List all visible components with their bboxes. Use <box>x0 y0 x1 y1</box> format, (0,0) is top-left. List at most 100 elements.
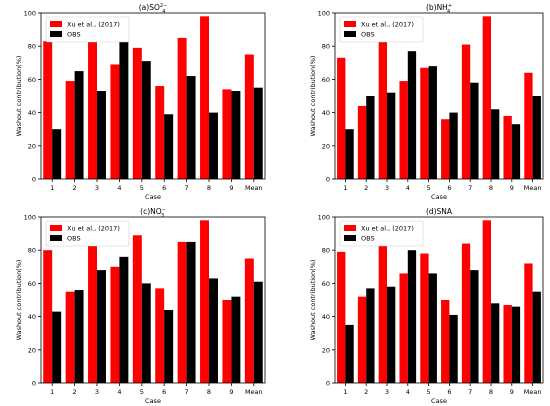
x-tick-label: 8 <box>489 388 493 396</box>
bar-obs-9 <box>511 124 521 179</box>
legend-label-obs: OBS <box>67 31 81 39</box>
x-tick-label: 2 <box>73 184 77 192</box>
y-tick-label: 20 <box>322 142 330 150</box>
legend-swatch-obs <box>344 31 356 37</box>
bar-obs-1 <box>345 129 354 179</box>
legend-swatch-obs <box>50 235 62 241</box>
bar-obs-6 <box>449 314 458 383</box>
y-axis-label: Washout contribution(%) <box>15 260 23 341</box>
legend-label-obs: OBS <box>67 235 81 243</box>
legend: Xu et al., (2017) OBS <box>45 16 130 43</box>
y-tick-label: 100 <box>24 214 36 222</box>
bar-obs-9 <box>231 91 241 179</box>
x-tick-label: Mean <box>524 184 542 192</box>
bar-model-1 <box>337 251 346 383</box>
bar-obs-mean <box>253 281 263 383</box>
x-tick-label: 7 <box>468 388 472 396</box>
bar-model-6 <box>155 288 165 383</box>
title-main: (b)NH <box>426 3 448 12</box>
x-tick-label: Mean <box>524 388 542 396</box>
legend-swatch-obs <box>50 31 62 37</box>
bar-model-mean <box>524 263 533 383</box>
panel-1: 0 20 40 60 80 100 1 2 3 4 5 6 7 8 9 Mean Case Washout con… <box>15 3 266 201</box>
bar-model-8 <box>482 220 491 383</box>
bar-model-7 <box>461 243 471 383</box>
bar-obs-6 <box>164 114 174 179</box>
bar-obs-1 <box>52 311 62 383</box>
bar-obs-3 <box>387 286 396 383</box>
bar-model-8 <box>200 16 209 179</box>
bar-obs-6 <box>449 112 458 179</box>
bar-obs-mean <box>532 291 541 383</box>
bar-model-3 <box>378 238 387 383</box>
x-axis-label: Case <box>145 193 161 201</box>
legend-box <box>339 220 424 247</box>
y-tick-label: 0 <box>326 380 330 388</box>
bar-obs-3 <box>387 92 396 179</box>
x-tick-label: 8 <box>207 184 211 192</box>
bar-obs-5 <box>428 273 437 383</box>
bar-model-5 <box>420 253 429 383</box>
x-tick-label: 3 <box>385 184 389 192</box>
bar-model-1 <box>43 41 53 179</box>
title-main: (a)SO <box>139 3 160 12</box>
y-tick-label: 0 <box>32 380 36 388</box>
bar-model-9 <box>503 115 512 179</box>
x-tick-label: 9 <box>229 388 233 396</box>
x-tick-label: 4 <box>406 388 410 396</box>
y-tick-label: 80 <box>28 247 36 255</box>
plot-frame <box>40 216 266 384</box>
bar-obs-2 <box>366 96 375 179</box>
x-tick-label: 5 <box>140 388 144 396</box>
x-tick-label: 4 <box>117 388 121 396</box>
legend-box <box>339 16 424 43</box>
y-tick-label: 80 <box>322 247 330 255</box>
x-tick-label: 2 <box>364 388 368 396</box>
legend-label-model: Xu et al., (2017) <box>361 21 414 29</box>
bar-model-5 <box>420 67 429 179</box>
bar-obs-8 <box>491 109 500 179</box>
x-axis-label: Case <box>431 193 447 201</box>
bar-obs-8 <box>209 278 218 383</box>
panel-4: 0 20 40 60 80 100 1 2 3 4 5 6 7 8 9 Mean Case Washout con… <box>309 207 544 405</box>
legend-swatch-model <box>344 21 356 27</box>
y-tick-label: 40 <box>322 109 330 117</box>
legend-label-model: Xu et al., (2017) <box>67 225 120 233</box>
y-tick-label: 80 <box>322 43 330 51</box>
bar-obs-7 <box>186 241 196 383</box>
title-subscript: 4 <box>447 9 450 15</box>
x-tick-label: 5 <box>427 388 431 396</box>
y-tick-label: 20 <box>28 142 36 150</box>
legend-label-obs: OBS <box>361 235 375 243</box>
bar-model-3 <box>378 37 387 180</box>
x-tick-label: 2 <box>73 388 77 396</box>
bar-obs-4 <box>119 256 129 383</box>
x-tick-label: 2 <box>364 184 368 192</box>
panel-3: 0 20 40 60 80 100 1 2 3 4 5 6 7 8 9 Mean Case Washout con… <box>15 207 266 405</box>
bar-model-2 <box>65 291 75 383</box>
bar-model-mean <box>524 72 533 179</box>
bar-model-5 <box>132 235 142 383</box>
legend-label-model: Xu et al., (2017) <box>361 225 414 233</box>
bar-obs-9 <box>511 306 521 383</box>
bar-model-4 <box>110 266 120 383</box>
bar-model-7 <box>461 44 471 179</box>
panel-2: 0 20 40 60 80 100 1 2 3 4 5 6 7 8 9 Mean Case Washout con… <box>309 3 544 201</box>
bar-model-4 <box>399 81 408 179</box>
bar-obs-4 <box>407 250 417 383</box>
y-tick-label: 80 <box>28 43 36 51</box>
bar-model-7 <box>177 37 187 180</box>
x-tick-label: Mean <box>245 388 263 396</box>
legend-swatch-model <box>50 21 62 27</box>
bar-model-6 <box>155 86 165 179</box>
bar-obs-5 <box>428 66 437 179</box>
x-tick-label: 6 <box>447 388 451 396</box>
y-tick-label: 0 <box>32 176 36 184</box>
bar-obs-8 <box>209 112 218 179</box>
bar-obs-5 <box>141 283 151 383</box>
bar-model-2 <box>357 105 367 179</box>
x-tick-label: 7 <box>185 388 189 396</box>
bar-obs-3 <box>97 270 106 383</box>
x-tick-label: 6 <box>162 184 166 192</box>
